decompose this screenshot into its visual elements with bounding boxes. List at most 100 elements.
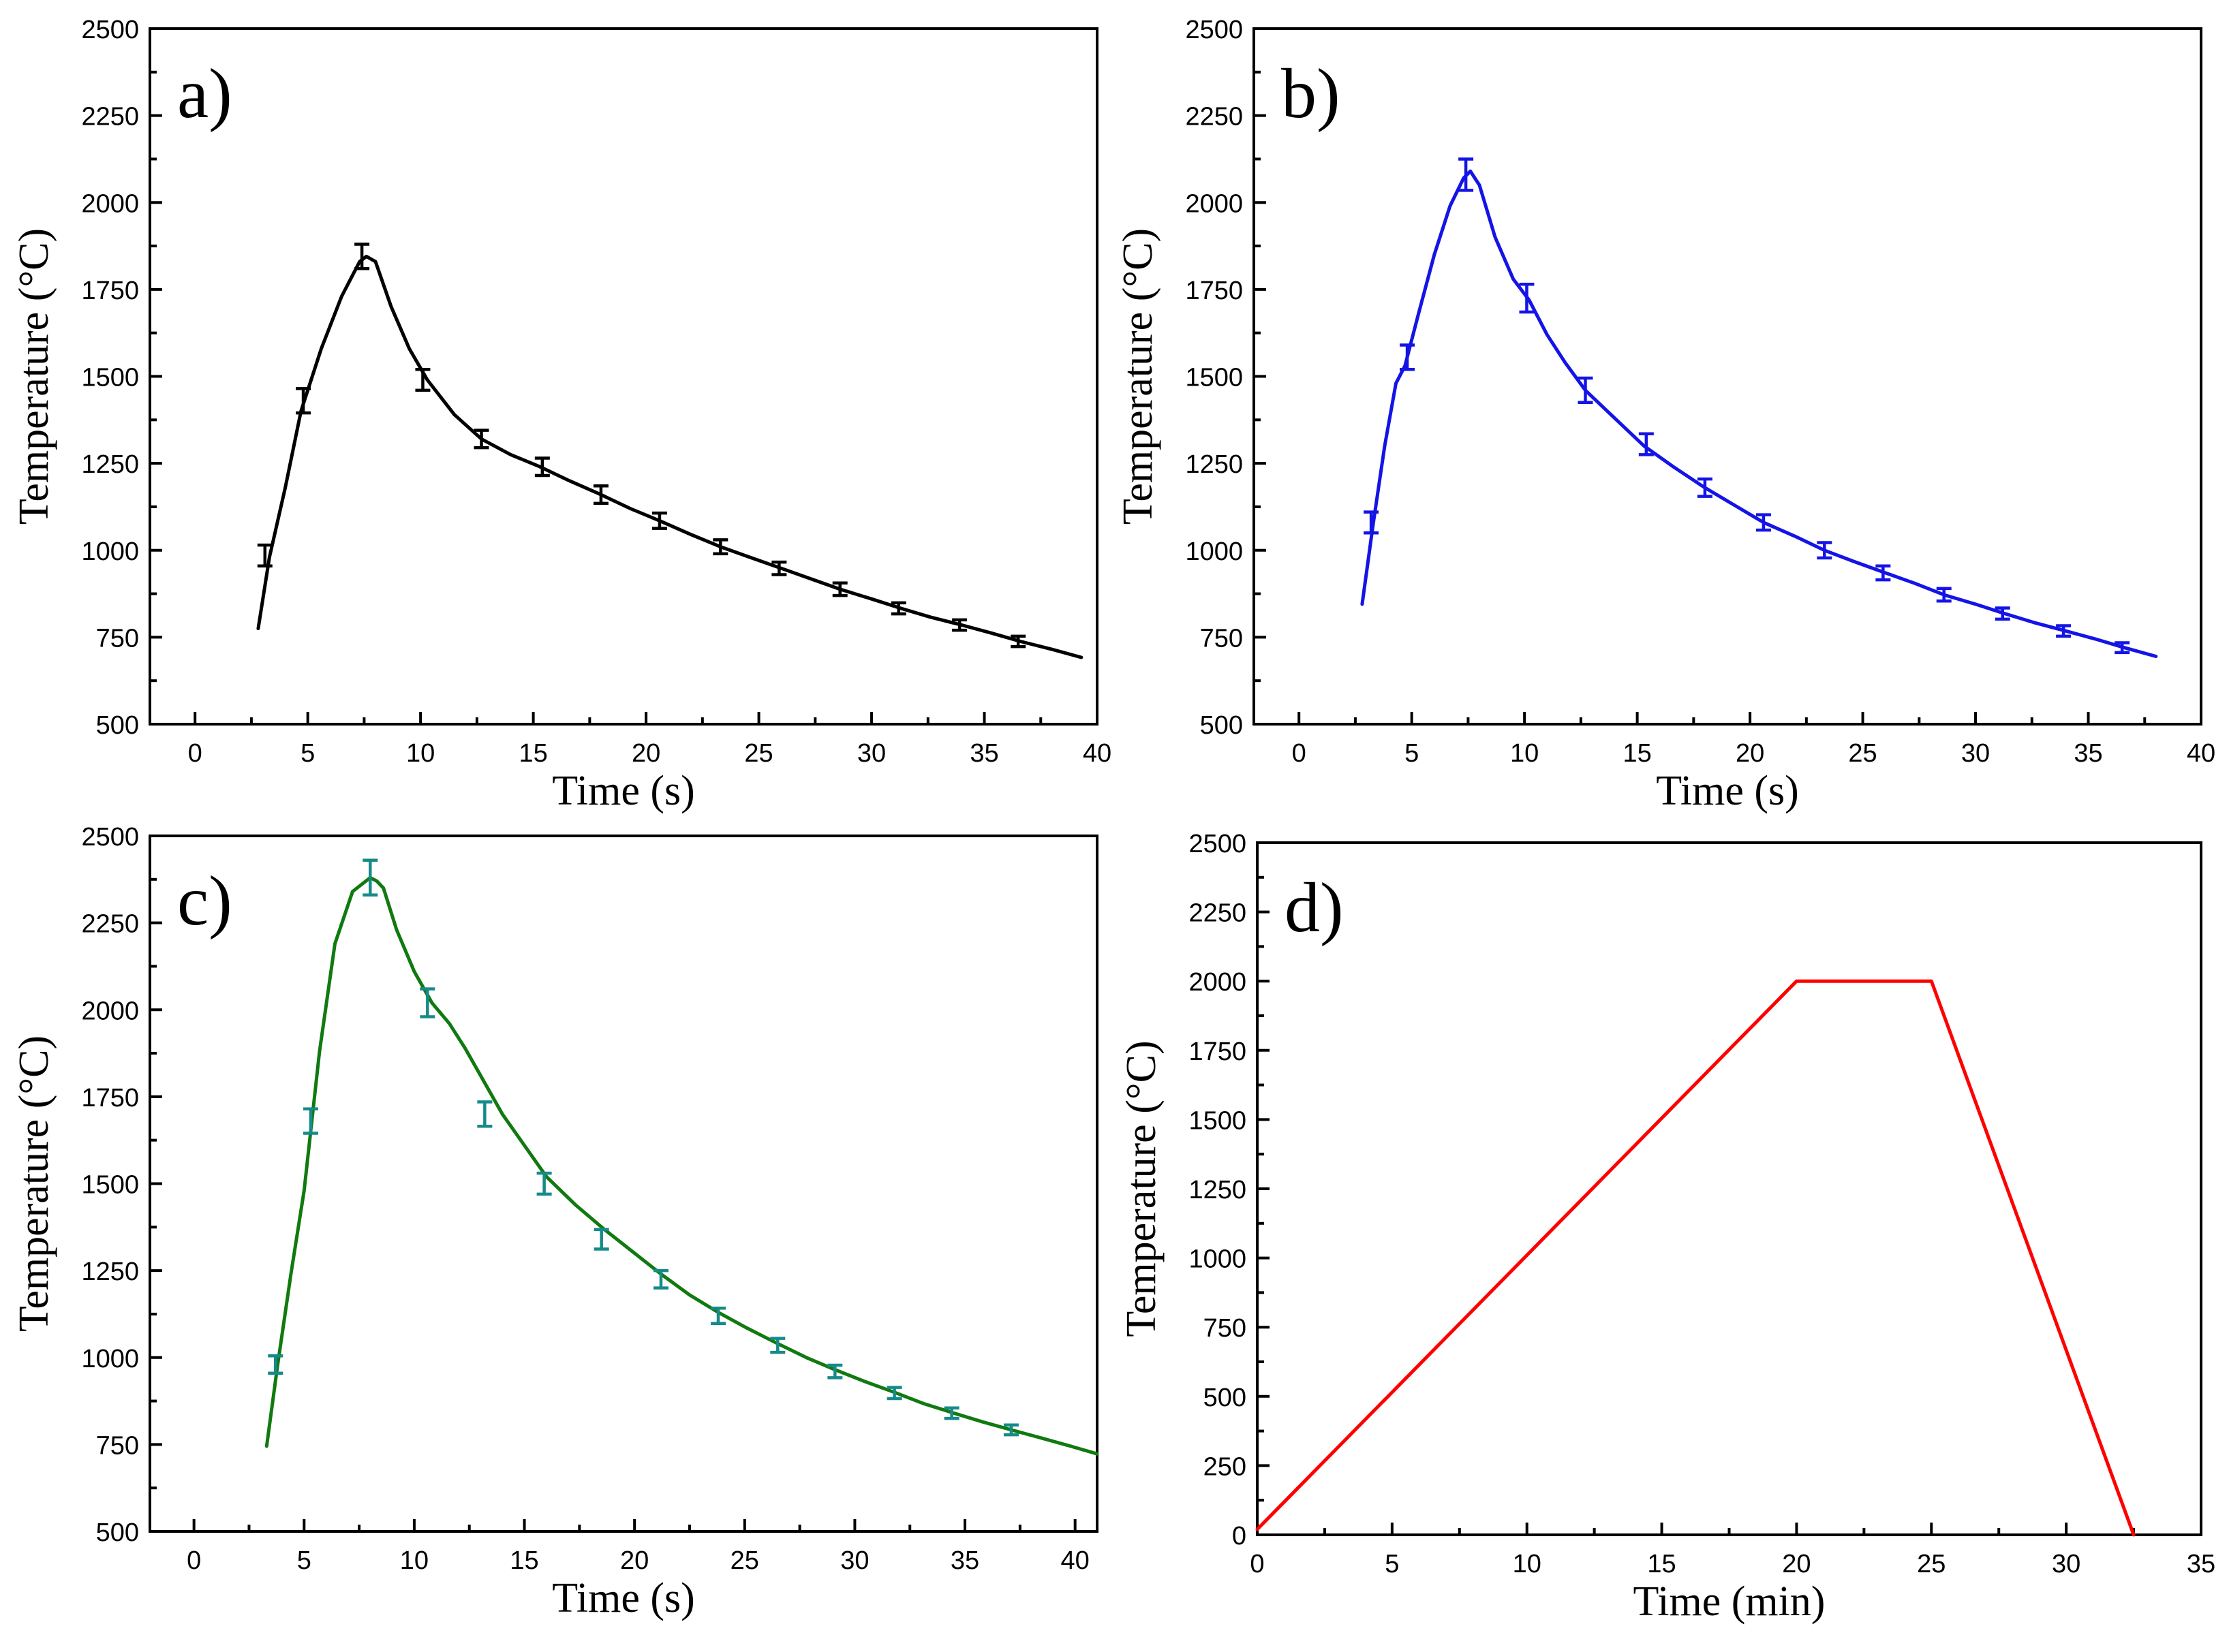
error-bar xyxy=(770,1337,786,1354)
y-tick-label: 2250 xyxy=(81,910,139,939)
x-tick-label: 10 xyxy=(1513,1550,1541,1578)
y-axis-label: Temperature (°C) xyxy=(11,1035,57,1332)
x-tick-label: 0 xyxy=(187,1546,201,1575)
y-tick-label: 1000 xyxy=(81,1345,139,1373)
error-bar xyxy=(354,243,370,270)
y-tick-label: 250 xyxy=(1203,1452,1246,1481)
y-tick-label: 2500 xyxy=(1188,830,1246,858)
error-bar xyxy=(477,1100,493,1128)
x-tick-label: 5 xyxy=(301,739,315,768)
x-tick-label: 20 xyxy=(1736,739,1764,768)
x-tick-label: 40 xyxy=(2187,739,2215,768)
x-tick-label: 30 xyxy=(840,1546,869,1575)
error-bar xyxy=(952,618,968,632)
y-tick-label: 1750 xyxy=(81,277,139,305)
y-tick-label: 2250 xyxy=(1185,103,1243,131)
panel-label: a) xyxy=(177,54,232,133)
y-tick-label: 2250 xyxy=(1188,899,1246,928)
series-line xyxy=(256,254,1083,659)
x-axis-label: Time (s) xyxy=(1656,768,1799,814)
x-tick-label: 15 xyxy=(1623,739,1651,768)
error-bar xyxy=(415,368,431,392)
error-bar xyxy=(944,1406,959,1420)
x-tick-label: 40 xyxy=(1083,739,1111,768)
y-tick-label: 2500 xyxy=(81,823,139,852)
error-bar xyxy=(1875,564,1891,582)
error-bar xyxy=(651,511,667,530)
x-tick-label: 5 xyxy=(297,1546,311,1575)
error-bar xyxy=(296,387,311,415)
y-tick-label: 1500 xyxy=(81,1171,139,1200)
error-bar xyxy=(1578,376,1593,405)
error-bar xyxy=(594,1228,609,1251)
error-bar xyxy=(1003,1423,1019,1437)
y-tick-label: 1750 xyxy=(1188,1038,1246,1066)
x-tick-label: 30 xyxy=(857,739,886,768)
x-tick-label: 0 xyxy=(1250,1550,1264,1578)
x-tick-label: 15 xyxy=(510,1546,538,1575)
y-tick-label: 2250 xyxy=(81,103,139,131)
y-tick-label: 1000 xyxy=(1185,537,1243,566)
error-bar xyxy=(1519,282,1535,314)
error-bar xyxy=(1755,513,1771,532)
x-axis-label: Time (min) xyxy=(1633,1578,1826,1625)
x-axis-label: Time (s) xyxy=(552,768,695,814)
error-bar xyxy=(1364,510,1379,535)
y-tick-label: 2500 xyxy=(81,16,139,44)
y-tick-label: 750 xyxy=(1200,624,1243,653)
panel-d: 0 5 10 15 20 25 30 35 0 250 500 750 1000 1250 1500 1750… xyxy=(1118,830,2215,1625)
error-bar xyxy=(887,1386,902,1401)
y-tick-label: 500 xyxy=(1203,1384,1246,1412)
error-bar xyxy=(771,560,787,576)
error-bar xyxy=(1458,157,1474,192)
panel-label: d) xyxy=(1285,869,1344,947)
y-tick-label: 1250 xyxy=(81,450,139,479)
error-bar xyxy=(1400,343,1415,371)
y-tick-label: 750 xyxy=(96,1431,139,1460)
x-tick-label: 15 xyxy=(1647,1550,1676,1578)
panel-c: 0 5 10 15 20 25 30 35 40 500 750 1000 1250 1500 1750 20… xyxy=(11,823,1099,1621)
error-bar xyxy=(1638,432,1654,456)
y-tick-label: 1250 xyxy=(1188,1176,1246,1204)
error-bar xyxy=(1995,606,2010,621)
panel-b: 0 5 10 15 20 25 30 35 40 500 750 1000 1250 1500 1750 20… xyxy=(1115,16,2215,814)
x-tick-label: 35 xyxy=(951,1546,979,1575)
x-tick-label: 0 xyxy=(188,739,202,768)
y-tick-label: 750 xyxy=(96,624,139,653)
error-bar xyxy=(303,1107,318,1135)
x-tick-label: 5 xyxy=(1404,739,1419,768)
x-tick-label: 10 xyxy=(1510,739,1539,768)
plot-frame xyxy=(1256,841,2202,1536)
series-line xyxy=(1255,979,2136,1537)
x-tick-label: 30 xyxy=(1961,739,1990,768)
x-tick-label: 40 xyxy=(1061,1546,1090,1575)
x-tick-label: 25 xyxy=(744,739,773,768)
y-tick-label: 1250 xyxy=(81,1258,139,1286)
y-axis-label: Temperature (°C) xyxy=(1115,228,1161,525)
series-line xyxy=(1360,169,2158,658)
error-bar xyxy=(2056,624,2072,638)
y-tick-label: 0 xyxy=(1232,1522,1246,1550)
x-tick-label: 0 xyxy=(1292,739,1306,768)
x-tick-label: 20 xyxy=(1782,1550,1811,1578)
y-tick-label: 1250 xyxy=(1185,450,1243,479)
x-tick-label: 35 xyxy=(970,739,998,768)
error-bar xyxy=(832,581,848,597)
x-tick-label: 35 xyxy=(2074,739,2102,768)
error-bar xyxy=(534,456,550,478)
error-bar xyxy=(713,538,728,556)
error-bar xyxy=(257,543,273,567)
y-tick-label: 1000 xyxy=(1188,1245,1246,1274)
error-bar xyxy=(1936,587,1952,603)
y-tick-label: 750 xyxy=(1203,1314,1246,1343)
error-bar xyxy=(593,484,609,505)
y-tick-label: 500 xyxy=(96,711,139,740)
y-tick-label: 1500 xyxy=(81,364,139,392)
y-tick-label: 2000 xyxy=(81,997,139,1025)
error-bar xyxy=(268,1354,283,1375)
y-tick-label: 1500 xyxy=(1188,1106,1246,1135)
series-line xyxy=(264,875,1099,1456)
x-tick-label: 25 xyxy=(1848,739,1877,768)
y-axis-label: Temperature (°C) xyxy=(11,228,57,525)
